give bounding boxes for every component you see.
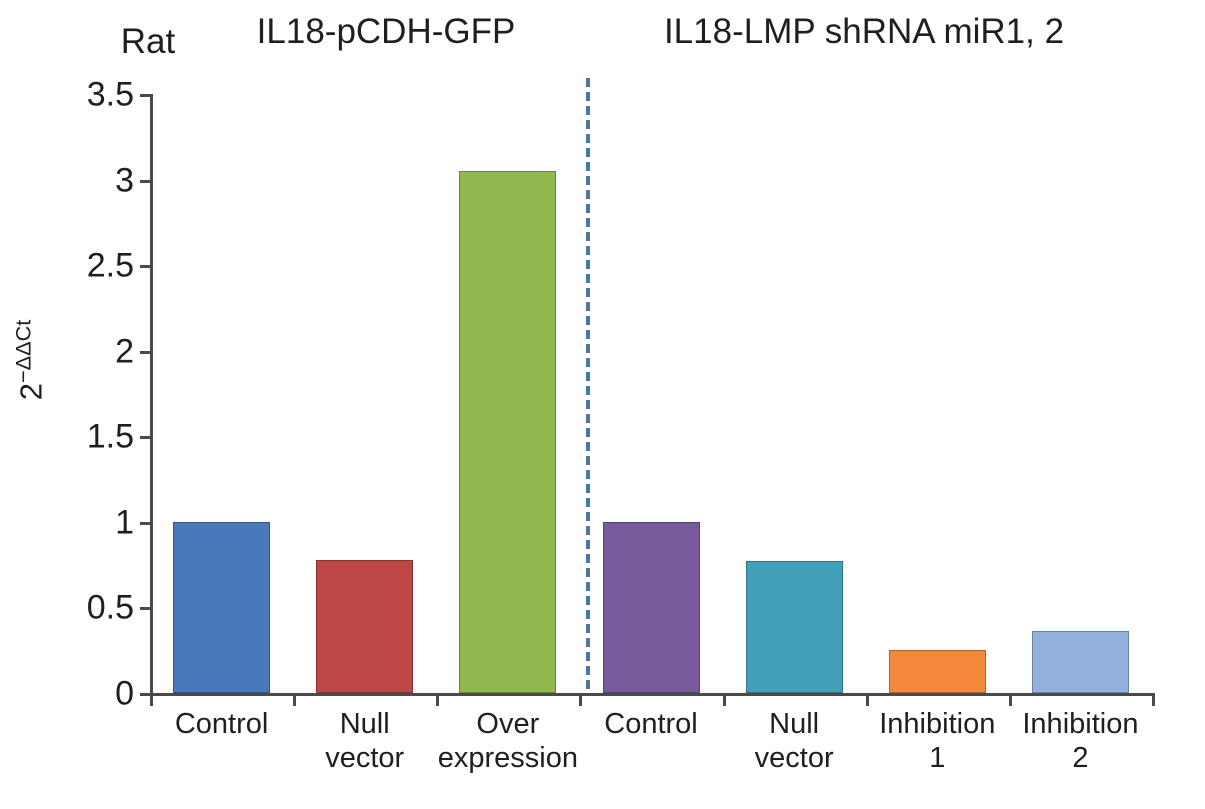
right-group-title: IL18-LMP shRNA miR1, 2 (663, 12, 1065, 51)
x-tick (150, 696, 153, 706)
y-tick-label: 0.5 (86, 588, 134, 627)
x-tick (579, 696, 583, 706)
bar-null-vector-1 (316, 559, 414, 693)
y-tick (140, 436, 150, 440)
bar-inhibition-1-5 (888, 650, 986, 693)
x-category-label: Control (604, 708, 698, 740)
y-tick (140, 521, 150, 525)
x-tick (865, 696, 869, 706)
x-tick (293, 696, 297, 706)
bar-control-0 (173, 521, 271, 693)
y-tick (140, 179, 150, 183)
y-tick (140, 94, 150, 97)
y-axis-label: 2−ΔΔCt (10, 320, 49, 401)
bar-over-expression-2 (459, 171, 557, 693)
x-tick (1008, 696, 1012, 706)
y-tick-label: 2.5 (86, 246, 134, 285)
x-category-label: Null vector (754, 708, 834, 774)
x-category-label: Inhibition 1 (879, 708, 996, 774)
y-tick (140, 265, 150, 269)
y-tick-label: 3 (115, 161, 134, 200)
x-category-label: Control (174, 708, 269, 740)
y-axis (150, 94, 153, 696)
y-axis-label-exponent: −ΔΔCt (10, 319, 36, 384)
y-tick-label: 0 (115, 674, 134, 713)
bar-control-3 (602, 521, 700, 693)
bar-null-vector-4 (745, 561, 843, 693)
group-separator-dashed-line (586, 78, 591, 693)
y-tick (140, 607, 150, 611)
x-tick (722, 696, 726, 706)
x-axis (150, 693, 1155, 696)
y-tick-label: 1.5 (86, 417, 134, 456)
y-tick (140, 350, 150, 354)
x-category-label: Inhibition 2 (1022, 708, 1139, 774)
y-axis-label-base: 2 (13, 383, 49, 401)
bar-inhibition-2-6 (1031, 631, 1129, 693)
y-tick-label: 1 (115, 503, 134, 542)
x-category-label: Over expression (437, 708, 578, 774)
species-label: Rat (120, 22, 176, 61)
x-tick (436, 696, 440, 706)
left-group-title: IL18-pCDH-GFP (256, 12, 516, 51)
y-tick-label: 3.5 (86, 75, 134, 114)
y-tick-label: 2 (115, 332, 134, 371)
x-tick (1152, 696, 1155, 706)
y-tick (140, 693, 150, 696)
x-category-label: Null vector (325, 708, 405, 774)
